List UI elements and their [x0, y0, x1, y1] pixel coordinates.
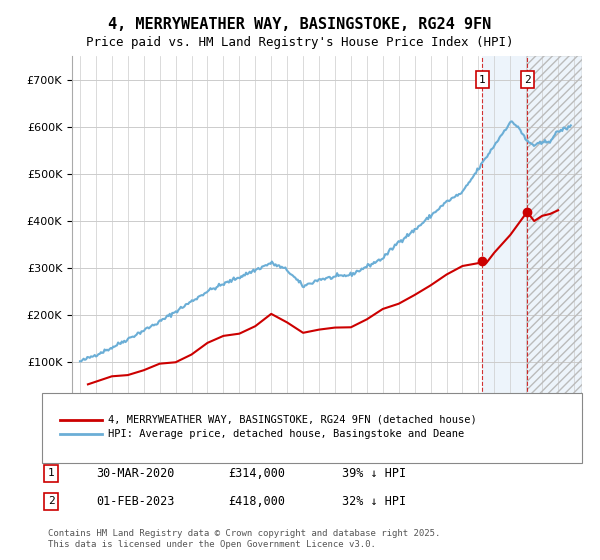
- Text: 2: 2: [524, 74, 531, 85]
- Text: 32% ↓ HPI: 32% ↓ HPI: [342, 494, 406, 508]
- Text: Price paid vs. HM Land Registry's House Price Index (HPI): Price paid vs. HM Land Registry's House …: [86, 36, 514, 49]
- Text: 01-FEB-2023: 01-FEB-2023: [96, 494, 175, 508]
- Text: 1: 1: [479, 74, 486, 85]
- Bar: [482, 56, 527, 409]
- Text: Contains HM Land Registry data © Crown copyright and database right 2025.
This d: Contains HM Land Registry data © Crown c…: [48, 529, 440, 549]
- Text: HPI: Average price, detached house, Basingstoke and Deane: HPI: Average price, detached house, Basi…: [108, 429, 464, 439]
- Text: 4, MERRYWEATHER WAY, BASINGSTOKE, RG24 9FN: 4, MERRYWEATHER WAY, BASINGSTOKE, RG24 9…: [109, 17, 491, 32]
- Text: 4, MERRYWEATHER WAY, BASINGSTOKE, RG24 9FN (detached house): 4, MERRYWEATHER WAY, BASINGSTOKE, RG24 9…: [108, 415, 477, 425]
- Text: 2: 2: [47, 496, 55, 506]
- Text: £314,000: £314,000: [228, 466, 285, 480]
- Text: 30-MAR-2020: 30-MAR-2020: [96, 466, 175, 480]
- Text: 1: 1: [47, 468, 55, 478]
- Text: £418,000: £418,000: [228, 494, 285, 508]
- Bar: [527, 56, 582, 409]
- Bar: [527, 56, 582, 409]
- Text: 39% ↓ HPI: 39% ↓ HPI: [342, 466, 406, 480]
